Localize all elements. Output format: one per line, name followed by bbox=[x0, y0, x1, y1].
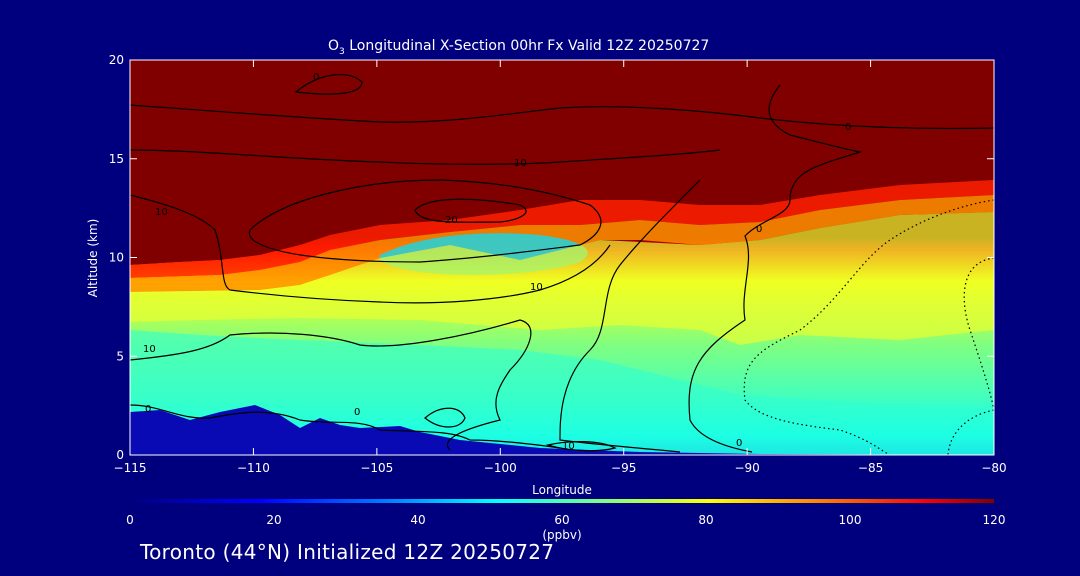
contour-label: 0 bbox=[756, 224, 762, 235]
colorbar-tick-label: 60 bbox=[554, 513, 569, 527]
title-prefix: O bbox=[328, 38, 339, 54]
contour-10-right bbox=[688, 84, 863, 453]
contour-label: 10 bbox=[155, 207, 168, 218]
contour-10-left bbox=[130, 194, 611, 304]
colorbar-tick-label: 40 bbox=[410, 513, 425, 527]
y-tick-label: 5 bbox=[116, 349, 124, 363]
contour-10-loop bbox=[248, 179, 602, 263]
contour-0-surface bbox=[130, 404, 561, 449]
contour-lines bbox=[130, 74, 994, 453]
colorbar-unit: (ppbv) bbox=[542, 528, 581, 542]
contour-0-top bbox=[294, 74, 363, 95]
colorbar-tick-label: 80 bbox=[698, 513, 713, 527]
contour-label: 0 bbox=[145, 404, 151, 415]
chart-title: O3 Longitudinal X-Section 00hr Fx Valid … bbox=[328, 38, 709, 57]
y-tick-label: 20 bbox=[109, 53, 124, 67]
y-tick-label: 0 bbox=[116, 448, 124, 462]
colorbar-ticks: 0 20 40 60 80 100 120 bbox=[126, 513, 1005, 527]
contour-label: 10 bbox=[562, 441, 575, 452]
contour-label: 20 bbox=[445, 215, 458, 226]
footer-caption: Toronto (44°N) Initialized 12Z 20250727 bbox=[140, 540, 555, 564]
dotted-contour-right bbox=[743, 199, 994, 455]
x-tick-label: −110 bbox=[237, 461, 270, 475]
colorbar bbox=[130, 499, 994, 503]
dotted-contour-far-right bbox=[963, 257, 994, 411]
title-rest: Longitudinal X-Section 00hr Fx Valid 12Z… bbox=[345, 38, 710, 54]
contour-20 bbox=[414, 198, 527, 223]
contour-10-vertical bbox=[559, 179, 701, 453]
contour-0-blob bbox=[424, 407, 466, 428]
title-sub: 3 bbox=[339, 47, 345, 57]
x-tick-label: −85 bbox=[858, 461, 883, 475]
field-yellow-band bbox=[130, 212, 994, 345]
plot-area: 0 10 20 10 10 10 0 0 0 0 10 0 bbox=[130, 60, 994, 455]
contour-10-upper bbox=[130, 104, 994, 130]
contour-10-mid bbox=[130, 149, 721, 165]
y-axis-label: Altitude (km) bbox=[86, 219, 100, 298]
contour-label: 0 bbox=[736, 438, 742, 449]
x-tick-label: −115 bbox=[114, 461, 147, 475]
colorbar-tick-label: 100 bbox=[839, 513, 862, 527]
field-terrain bbox=[130, 405, 994, 455]
axes: −115 −110 −105 −100 −95 −90 −85 −80 0 5 10 15 20 bbox=[109, 53, 1007, 475]
colorbar-tick-label: 120 bbox=[983, 513, 1006, 527]
contour-label: 0 bbox=[313, 72, 319, 83]
contour-10-lower bbox=[130, 319, 532, 451]
contour-label: 0 bbox=[354, 407, 360, 418]
colorbar-tick-label: 0 bbox=[126, 513, 134, 527]
x-tick-label: −95 bbox=[611, 461, 636, 475]
contour-label: 0 bbox=[845, 122, 851, 133]
x-tick-label: −105 bbox=[360, 461, 393, 475]
x-tick-label: −100 bbox=[484, 461, 517, 475]
x-tick-label: −80 bbox=[981, 461, 1006, 475]
x-tick-label: −90 bbox=[734, 461, 759, 475]
contour-10-blob bbox=[545, 440, 617, 452]
contour-label: 10 bbox=[143, 344, 156, 355]
contour-label: 10 bbox=[514, 158, 527, 169]
contour-label: 10 bbox=[530, 282, 543, 293]
field-boundary-layer bbox=[130, 330, 994, 455]
y-tick-label: 15 bbox=[109, 152, 124, 166]
colorbar-tick-label: 20 bbox=[266, 513, 281, 527]
x-axis-label: Longitude bbox=[532, 483, 592, 497]
contour-label-group: 0 10 20 10 10 10 0 0 0 0 10 0 bbox=[143, 72, 851, 452]
dotted-contours bbox=[743, 199, 994, 455]
y-tick-label: 10 bbox=[109, 251, 124, 265]
field-red-band bbox=[130, 180, 994, 278]
field-high-region bbox=[130, 60, 994, 265]
